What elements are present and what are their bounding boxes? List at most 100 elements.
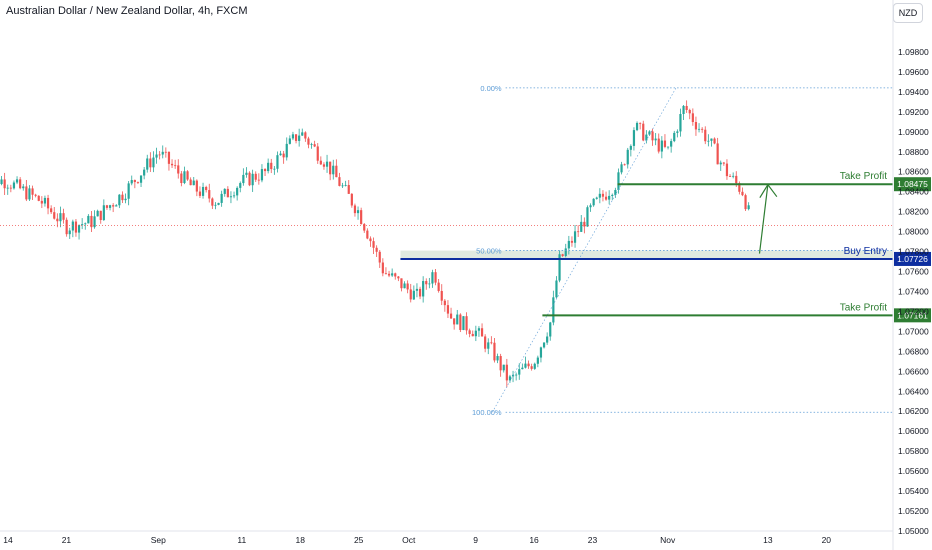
candle-body — [533, 363, 536, 369]
entry-zone-layer — [400, 250, 893, 259]
time-tick-label: Sep — [151, 535, 166, 545]
price-axis: 1.09800 1.09600 1.09400 1.09200 1.09000 1.088… — [892, 0, 929, 550]
candle-body — [732, 175, 735, 177]
candle-body — [496, 356, 499, 361]
candle-body — [657, 138, 660, 152]
candle-body — [406, 283, 409, 290]
candle-body — [685, 105, 688, 110]
candle-body — [46, 197, 50, 209]
candle-body — [288, 138, 291, 144]
level-name: Take Profit — [840, 171, 887, 182]
price-tick-label: 1.08400 — [898, 187, 929, 197]
candle-body — [229, 196, 233, 198]
candle-body — [90, 215, 93, 228]
candle-body — [697, 128, 701, 130]
candle-body — [310, 144, 313, 146]
time-tick-label: Oct — [402, 535, 416, 545]
candle-body — [335, 165, 338, 178]
candle-body — [198, 191, 202, 196]
candle-body — [735, 175, 738, 184]
candle-body — [350, 193, 353, 206]
candle-body — [9, 187, 12, 189]
candle-body — [446, 305, 450, 314]
candle-body — [183, 171, 186, 184]
candle-body — [422, 281, 425, 297]
candle-body — [456, 314, 459, 325]
price-tick-label: 1.05400 — [898, 486, 929, 496]
candle-body — [102, 205, 105, 221]
candle-body — [682, 105, 685, 115]
candle-body — [403, 283, 406, 289]
candle-body — [480, 328, 484, 337]
time-tick-label: 18 — [296, 535, 306, 545]
candle-body — [505, 364, 508, 381]
candle-body — [583, 221, 586, 227]
candle-body — [59, 213, 62, 222]
candle-body — [325, 161, 329, 167]
candle-body — [149, 158, 152, 168]
candle-body — [50, 208, 53, 213]
price-tick-label: 1.09600 — [898, 67, 929, 77]
candle-body — [279, 153, 282, 156]
candle-body — [608, 195, 611, 200]
candle-body — [313, 144, 316, 147]
price-tick-label: 1.06000 — [898, 426, 929, 436]
candle-body — [347, 184, 350, 194]
candle-body — [614, 189, 617, 195]
candle-body — [611, 194, 614, 196]
candle-body — [645, 134, 648, 141]
candle-body — [242, 174, 245, 184]
candle-body — [214, 204, 217, 206]
candle-body — [301, 132, 304, 136]
level-price-tag — [894, 251, 931, 266]
candle-body — [158, 154, 161, 156]
candle-body — [716, 143, 719, 165]
candle-body — [567, 240, 570, 249]
price-tick-label: 1.07800 — [898, 247, 929, 257]
candle-body — [524, 363, 527, 368]
candle-body — [527, 363, 530, 367]
candle-body — [186, 171, 189, 180]
candle-body — [369, 238, 372, 242]
candle-body — [589, 205, 592, 208]
level-name: Buy Entry — [844, 246, 887, 257]
chart-title: Australian Dollar / New Zealand Dollar, … — [6, 5, 248, 17]
candle-body — [273, 168, 276, 170]
price-tick-label: 1.09200 — [898, 107, 929, 117]
time-tick-label: Nov — [660, 535, 676, 545]
candle-body — [573, 231, 577, 243]
candle-body — [28, 188, 31, 200]
candle-body — [180, 173, 183, 184]
candle-body — [161, 151, 164, 155]
candle-body — [502, 364, 505, 371]
candle-body — [586, 207, 589, 227]
candle-body — [710, 138, 713, 141]
candle-body — [598, 193, 601, 198]
candle-body — [722, 162, 725, 164]
candle-body — [3, 179, 6, 189]
candle-body — [37, 195, 40, 201]
candle-body — [471, 333, 474, 337]
candle-body — [592, 198, 595, 206]
candle-body — [372, 241, 375, 248]
candle-body — [515, 374, 518, 376]
candle-body — [378, 251, 381, 263]
candle-body — [0, 179, 3, 185]
candles-layer — [0, 100, 750, 388]
candle-body — [400, 278, 403, 289]
candle-body — [474, 330, 477, 337]
candle-body — [487, 342, 490, 349]
candle-body — [397, 276, 400, 279]
time-tick-label: 20 — [822, 535, 832, 545]
candle-body — [65, 219, 68, 235]
level-price-label: 1.07161 — [897, 310, 928, 320]
candle-body — [387, 273, 391, 276]
candle-body — [536, 357, 539, 364]
candle-body — [217, 202, 220, 205]
price-tick-label: 1.06200 — [898, 406, 929, 416]
price-tick-label: 1.05000 — [898, 526, 929, 536]
candle-body — [251, 173, 254, 186]
candle-body — [654, 138, 657, 141]
candle-body — [96, 210, 99, 217]
